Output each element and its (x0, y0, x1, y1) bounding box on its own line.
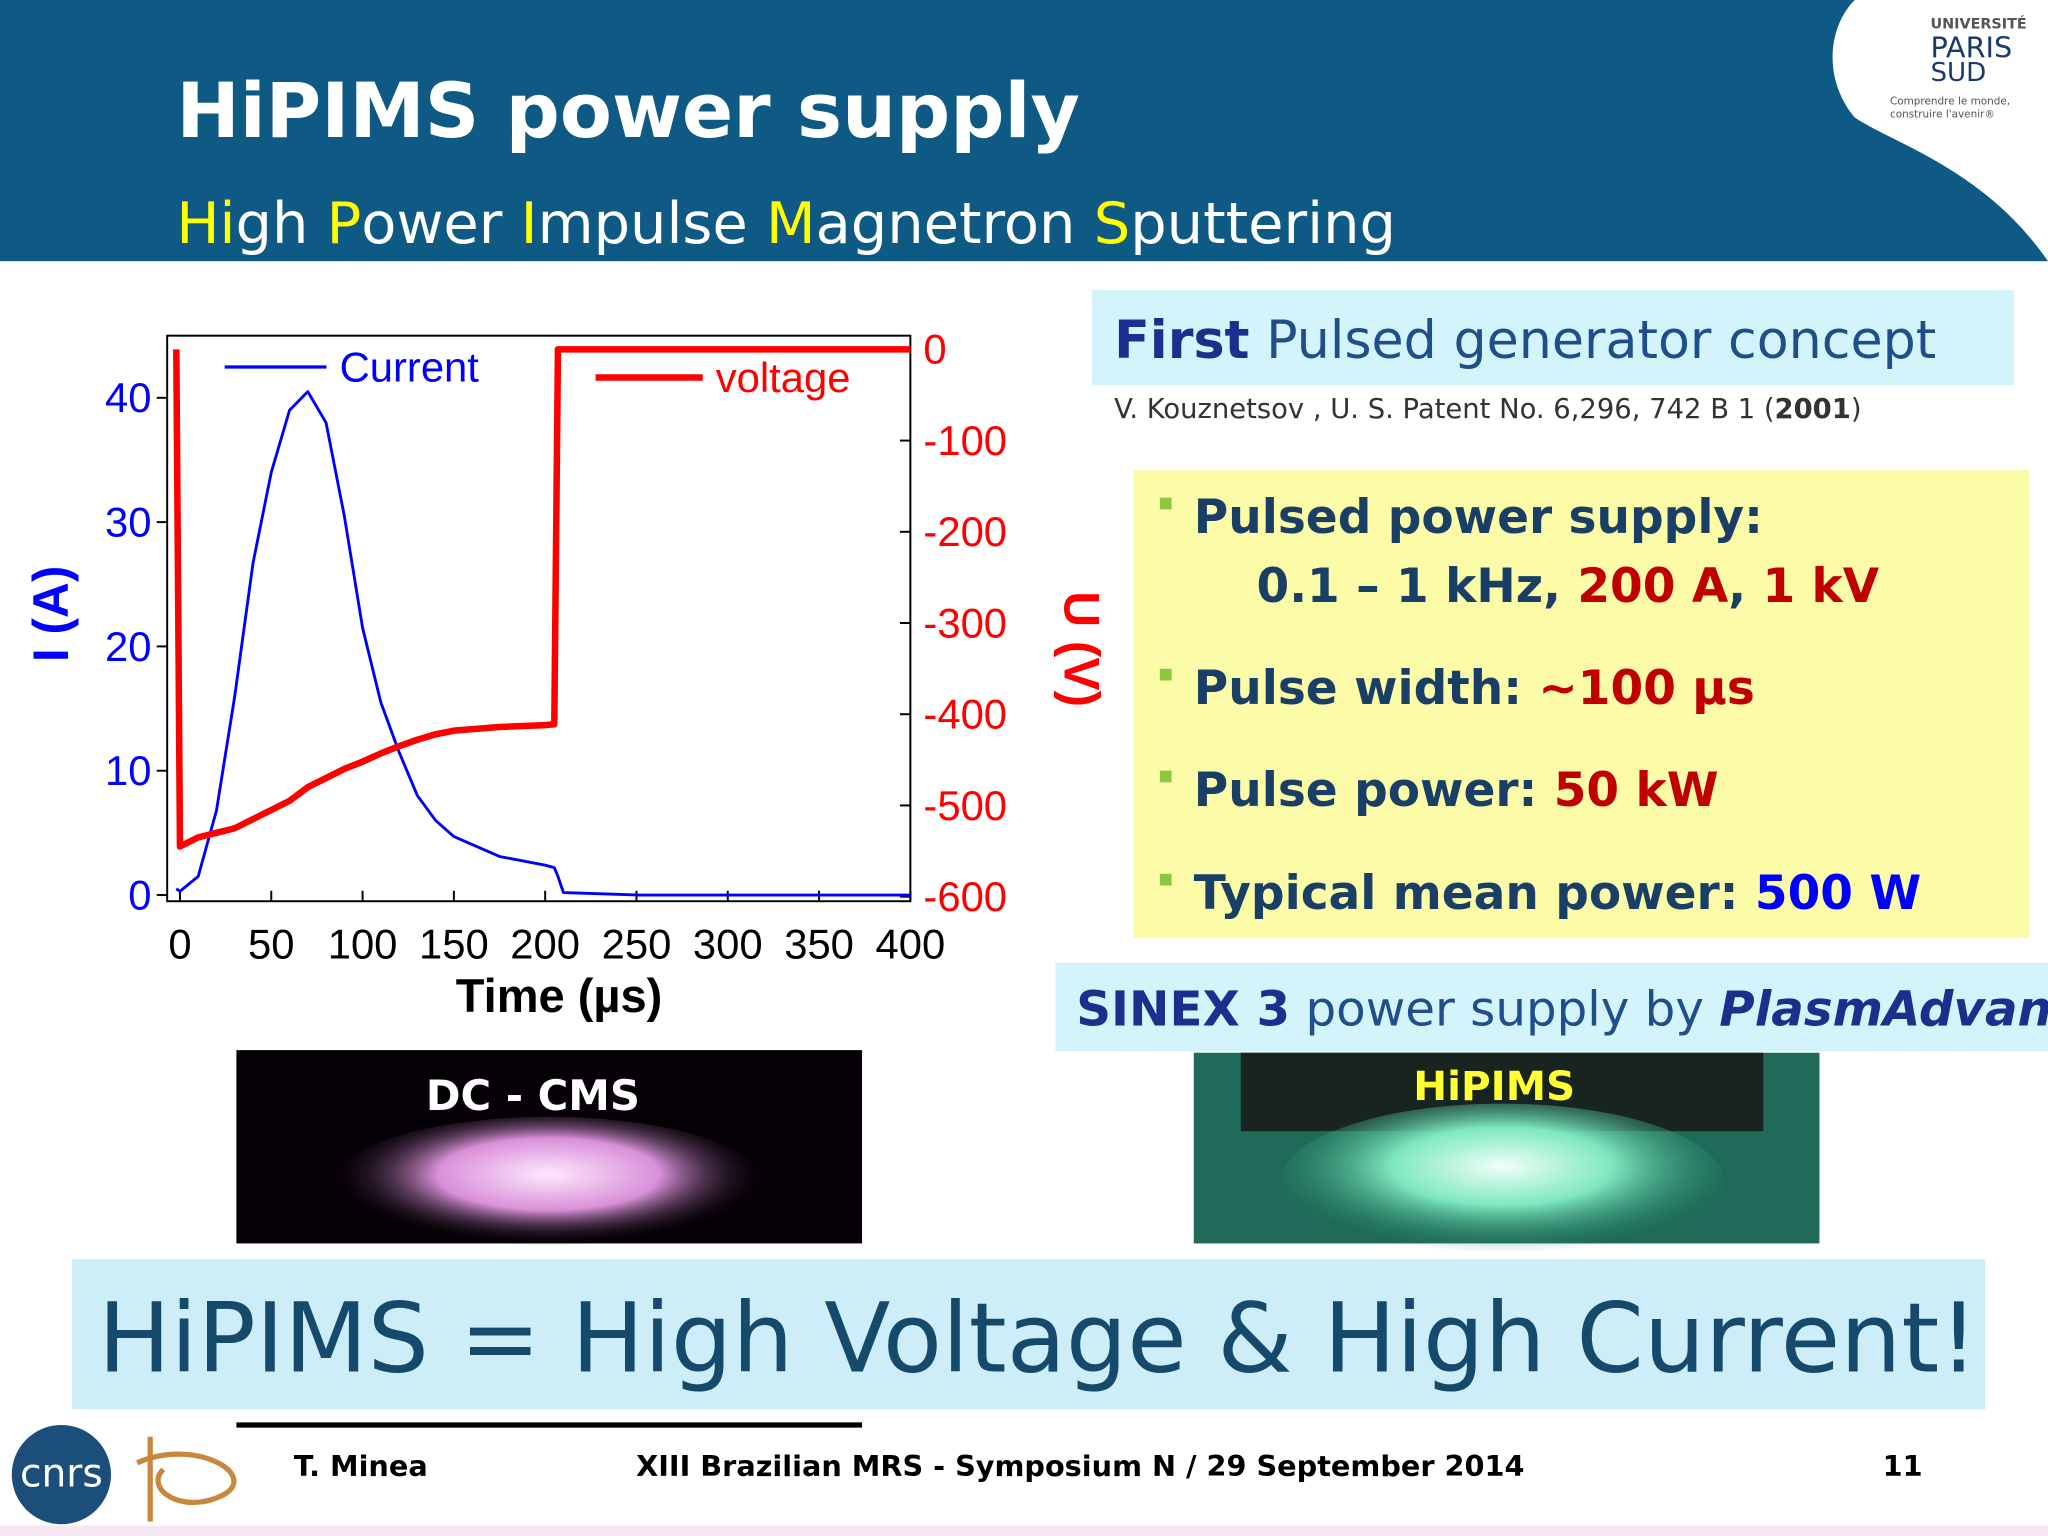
y2-tick-label: -300 (923, 599, 1007, 646)
logo-text: SUD (1930, 58, 1986, 88)
y-tick-label: 30 (105, 498, 151, 545)
text-run: ower (361, 190, 520, 257)
x-tick-label: 100 (328, 921, 398, 968)
x-tick-label: 150 (419, 921, 489, 968)
photo-label: DC - CMS (426, 1071, 640, 1120)
text-run: PlasmAdvance (1719, 981, 2048, 1037)
footer-page: 11 (1883, 1449, 1923, 1483)
bullet-marker (1159, 770, 1172, 783)
y2-tick-label: -200 (923, 508, 1007, 555)
x-tick-label: 400 (876, 921, 946, 968)
plot-frame (166, 334, 912, 903)
text-run: V. Kouznetsov , U. S. Patent No. 6,296, … (1114, 394, 1774, 425)
y-tick-label: 0 (128, 871, 151, 918)
text-run: , (1728, 559, 1762, 614)
bullet-list: Pulsed power supply: 0.1 – 1 kHz, 200 A, … (1159, 490, 1921, 921)
x-axis-label: Time (µs) (456, 969, 663, 1022)
y2-tick-label: -500 (923, 782, 1007, 829)
logo-text: PARIS (1930, 30, 2012, 64)
plasma-glow (1280, 1103, 1725, 1261)
y-tick-label: 40 (105, 374, 151, 421)
bullet-text: Pulsed power supply: (1194, 490, 1763, 545)
y2-tick-label: -400 (923, 691, 1007, 738)
cnrs-logo (11, 1424, 112, 1525)
footer-strip (0, 1525, 2048, 1536)
text-run: mpulse (538, 190, 766, 257)
product-box (1055, 962, 2048, 1052)
banner-text: HiPIMS = High Voltage & High Current! (98, 1281, 1978, 1394)
text-run: P (327, 190, 362, 257)
text-run: Hi (176, 190, 235, 257)
logo-area (1832, 0, 2048, 262)
y-axis-label: I (A) (23, 566, 79, 662)
series-line (173, 346, 911, 850)
text-run: agnetron (816, 190, 1094, 257)
text-run: ) (1851, 394, 1862, 425)
plasma-glow (326, 1116, 771, 1261)
footer-author: T. Minea (294, 1449, 428, 1483)
bullet-text: Pulse width: ~100 µs (1194, 661, 1755, 716)
x-tick-label: 350 (784, 921, 854, 968)
legend-label: Current (340, 343, 480, 390)
bullet-marker (1159, 497, 1172, 510)
text-run: 200 A (1577, 559, 1729, 614)
series-line (175, 390, 911, 897)
x-tick-label: 50 (248, 921, 294, 968)
cnrs-text: cnrs (20, 1451, 103, 1496)
logo-motto: Comprendre le monde, (1890, 95, 2010, 107)
slide-title: HiPIMS power supply (176, 67, 1080, 155)
text-run: First (1114, 311, 1249, 371)
bullet-text: Typical mean power: 500 W (1194, 866, 1921, 921)
x-tick-label: 300 (693, 921, 763, 968)
text-run: 500 W (1755, 866, 1921, 921)
text-run: 50 kW (1554, 763, 1719, 818)
y2-tick-label: 0 (923, 326, 946, 373)
text-run: Typical mean power: (1194, 866, 1755, 921)
text-run: I (521, 190, 538, 257)
photo-label: HiPIMS (1413, 1062, 1575, 1110)
legend-label: voltage (716, 354, 851, 401)
text-run: 1 kV (1762, 559, 1879, 614)
text-run: gh (235, 190, 326, 257)
text-run: Pulsed generator concept (1250, 311, 1937, 371)
y-tick-label: 20 (105, 623, 151, 670)
chart: 0 50 100 150 200 250 300 350 4000102030400-100-2… (23, 326, 1110, 1023)
y2-tick-label: -100 (923, 417, 1007, 464)
header-band (0, 0, 2048, 262)
text-run: ~100 µs (1538, 661, 1754, 716)
logo-motto: construire l'avenir® (1890, 109, 1995, 121)
text-run: M (766, 190, 816, 257)
bullet-marker (1159, 668, 1172, 681)
y2-tick-label: -600 (923, 873, 1007, 920)
text-run: SINEX 3 (1076, 981, 1290, 1037)
bullet-box (1133, 470, 2030, 938)
concept-heading: First Pulsed generator concept (1114, 311, 1936, 371)
text-run: Pulse power: (1194, 763, 1554, 818)
citation: V. Kouznetsov , U. S. Patent No. 6,296, … (1114, 394, 1861, 425)
slide-subtitle: High Power Impulse Magnetron Sputtering (176, 190, 1396, 257)
logo-text: UNIVERSITÉ (1930, 16, 2026, 33)
banner-box (71, 1259, 1986, 1410)
text-run: Pulse width: (1194, 661, 1539, 716)
bullet-text: Pulse power: 50 kW (1194, 763, 1719, 818)
concept-box (1091, 289, 2015, 386)
footer-event: XIII Brazilian MRS - Symposium N / 29 Se… (636, 1449, 1524, 1483)
x-tick-label: 0 (168, 921, 191, 968)
text-run: power supply by (1290, 981, 1719, 1037)
x-tick-label: 250 (602, 921, 672, 968)
x-tick-label: 200 (510, 921, 580, 968)
text-run: Pulsed power supply: (1194, 490, 1763, 545)
y-tick-label: 10 (105, 747, 151, 794)
text-run: 0.1 – 1 kHz, (1256, 559, 1577, 614)
bullet-marker (1159, 873, 1172, 886)
y2-axis-label: U (V) (1053, 591, 1109, 707)
lpgp-logo (136, 1436, 237, 1522)
bullet-text: 0.1 – 1 kHz, 200 A, 1 kV (1256, 559, 1879, 614)
text-run: puttering (1130, 190, 1396, 257)
product-text: SINEX 3 power supply by PlasmAdvance (1076, 981, 2048, 1037)
text-run: 2001 (1775, 394, 1851, 425)
text-run: S (1094, 190, 1130, 257)
